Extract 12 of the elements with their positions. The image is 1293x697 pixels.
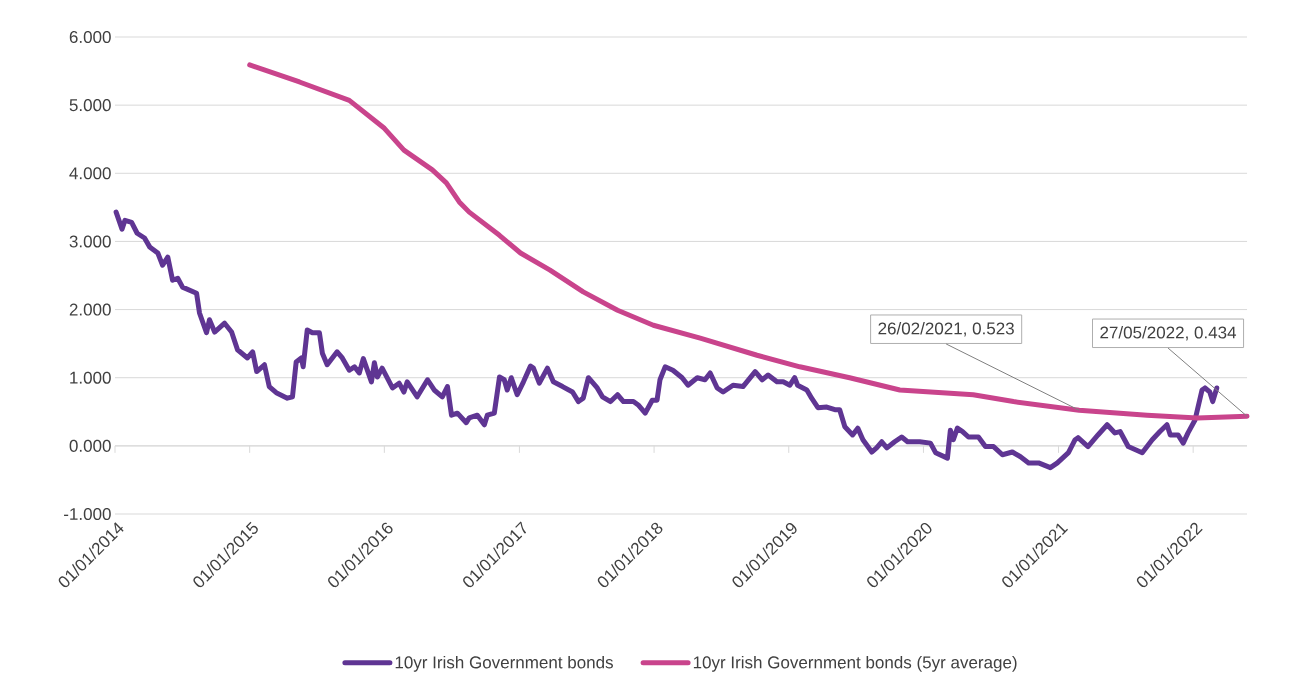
legend-label: 10yr Irish Government bonds (5yr average) [693, 655, 1017, 672]
annotation: 26/02/2021, 0.523 [878, 321, 1014, 337]
y-tick-label: 0.000 [69, 439, 111, 452]
y-tick-label: 5.000 [69, 99, 111, 112]
y-tick-label: 6.000 [69, 30, 111, 44]
legend-label: 10yr Irish Government bonds [395, 655, 613, 672]
y-tick-label: 2.000 [69, 303, 111, 316]
annotation: 27/05/2022, 0.434 [1100, 326, 1237, 341]
y-tick-label: -1.000 [64, 507, 111, 521]
y-tick-label: 4.000 [69, 167, 111, 180]
y-tick-label: 1.000 [70, 371, 111, 384]
y-tick-label: 3.000 [69, 235, 111, 248]
